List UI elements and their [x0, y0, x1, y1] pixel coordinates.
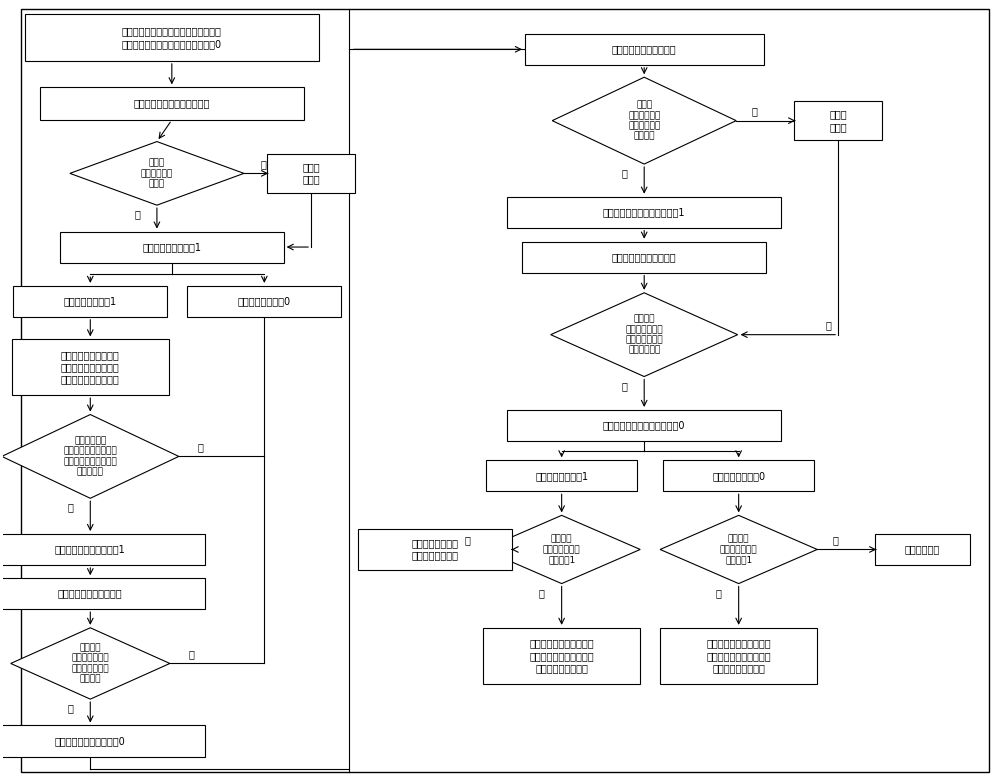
- Text: 否: 否: [198, 442, 204, 452]
- Text: 检测电动汽车的转把电压: 检测电动汽车的转把电压: [612, 45, 677, 55]
- Text: 以此轮执行中所获得的转
把电压，针对电动汽车电
机进行转矩增大控制: 以此轮执行中所获得的转 把电压，针对电动汽车电 机进行转矩增大控制: [529, 638, 594, 673]
- FancyBboxPatch shape: [660, 628, 817, 683]
- Text: 是: 是: [67, 503, 73, 512]
- FancyBboxPatch shape: [507, 410, 781, 441]
- Text: 否: 否: [189, 649, 195, 659]
- FancyBboxPatch shape: [525, 34, 764, 65]
- Text: 更新溜坡再启动模式标志位为1: 更新溜坡再启动模式标志位为1: [603, 207, 685, 217]
- Text: 判断该转速、
以及该捕获次数是否均
大于预设进入防溜坡模
式转速阈值: 判断该转速、 以及该捕获次数是否均 大于预设进入防溜坡模 式转速阈值: [63, 437, 117, 476]
- Text: 是: 是: [67, 704, 73, 713]
- Polygon shape: [551, 293, 738, 376]
- FancyBboxPatch shape: [663, 460, 814, 491]
- Text: 是: 是: [716, 588, 722, 598]
- Text: 执行电动汽车预设
内置的防溜车程序: 执行电动汽车预设 内置的防溜车程序: [412, 538, 459, 561]
- Text: 是: 是: [539, 588, 545, 598]
- FancyBboxPatch shape: [12, 339, 169, 395]
- Text: 是: 是: [621, 169, 627, 178]
- Text: 判断电
动汽车是否出
现溜车: 判断电 动汽车是否出 现溜车: [141, 159, 173, 188]
- Text: 否: 否: [832, 535, 838, 545]
- Polygon shape: [483, 515, 640, 583]
- FancyBboxPatch shape: [187, 286, 341, 317]
- FancyBboxPatch shape: [60, 231, 284, 262]
- FancyBboxPatch shape: [25, 14, 319, 61]
- FancyBboxPatch shape: [0, 726, 205, 757]
- FancyBboxPatch shape: [13, 286, 167, 317]
- Text: 初始化定义溜车信号标志、防溜坡模式
标志位、溜坡再启动模式标志位均为0: 初始化定义溜车信号标志、防溜坡模式 标志位、溜坡再启动模式标志位均为0: [122, 27, 222, 49]
- Text: 若溜车信号标志为0: 若溜车信号标志为0: [238, 296, 291, 306]
- Text: 以此轮执行中所获得的转
把电压，针对电动汽车电
机进行转矩增大控制: 以此轮执行中所获得的转 把电压，针对电动汽车电 机进行转矩增大控制: [706, 638, 771, 673]
- Text: 检测电动汽车电机的转速: 检测电动汽车电机的转速: [58, 589, 123, 599]
- Text: 更新防溜坡模式标志位为1: 更新防溜坡模式标志位为1: [55, 544, 126, 555]
- Text: 更新防溜坡模式标志位为0: 更新防溜坡模式标志位为0: [55, 736, 126, 746]
- Text: 是: 是: [621, 381, 627, 390]
- Polygon shape: [2, 415, 179, 498]
- FancyBboxPatch shape: [507, 197, 781, 227]
- Text: 更新溜坡再启动模式标志位为0: 更新溜坡再启动模式标志位为0: [603, 420, 685, 430]
- Text: 更新溜车信号标志为1: 更新溜车信号标志为1: [142, 242, 201, 252]
- Text: 不做其
它操作: 不做其 它操作: [829, 109, 847, 132]
- Text: 判断该转
速是否小于预设
退出溜坡再启动
模式转速阈值: 判断该转 速是否小于预设 退出溜坡再启动 模式转速阈值: [625, 315, 663, 355]
- FancyBboxPatch shape: [794, 102, 882, 140]
- FancyBboxPatch shape: [483, 628, 640, 683]
- FancyBboxPatch shape: [267, 154, 355, 193]
- Text: 检测电动汽车电机的转
速、以及电机霍尔传感
器位置信号的捕获次数: 检测电动汽车电机的转 速、以及电机霍尔传感 器位置信号的捕获次数: [61, 350, 120, 384]
- FancyBboxPatch shape: [875, 534, 970, 565]
- Text: 若溜车信号标志为1: 若溜车信号标志为1: [64, 296, 117, 306]
- Text: 否: 否: [825, 320, 831, 330]
- FancyBboxPatch shape: [0, 578, 205, 609]
- Text: 判断该
转把电压是否
大于预设转把
电压阈值: 判断该 转把电压是否 大于预设转把 电压阈值: [628, 101, 660, 141]
- Text: 检测电动汽车电机的位置信号: 检测电动汽车电机的位置信号: [134, 98, 210, 109]
- Polygon shape: [11, 628, 170, 699]
- Text: 检测电动汽车电机的转速: 检测电动汽车电机的转速: [612, 252, 677, 262]
- Text: 是: 是: [134, 209, 140, 219]
- Text: 否: 否: [464, 535, 470, 545]
- Text: 判断溜坡
再启动模式标志
位是否为1: 判断溜坡 再启动模式标志 位是否为1: [543, 534, 580, 565]
- Text: 判断溜坡
再启动模式标志
位是否为1: 判断溜坡 再启动模式标志 位是否为1: [720, 534, 757, 565]
- FancyBboxPatch shape: [40, 87, 304, 119]
- FancyBboxPatch shape: [522, 241, 766, 273]
- Text: 否: 否: [751, 106, 757, 116]
- Text: 若溜车信号标志为1: 若溜车信号标志为1: [535, 471, 588, 481]
- FancyBboxPatch shape: [358, 530, 512, 569]
- Text: 不做其
它操作: 不做其 它操作: [302, 162, 320, 184]
- Text: 结束此轮执行: 结束此轮执行: [905, 544, 940, 555]
- FancyBboxPatch shape: [0, 534, 205, 565]
- Polygon shape: [552, 77, 736, 164]
- Polygon shape: [70, 141, 244, 205]
- Text: 若溜车信号标志为0: 若溜车信号标志为0: [712, 471, 765, 481]
- Polygon shape: [660, 515, 817, 583]
- Text: 否: 否: [261, 159, 267, 169]
- FancyBboxPatch shape: [486, 460, 637, 491]
- Text: 判断该转
速是否小于预设
退出防溜坡模式
转速阈值: 判断该转 速是否小于预设 退出防溜坡模式 转速阈值: [71, 644, 109, 683]
